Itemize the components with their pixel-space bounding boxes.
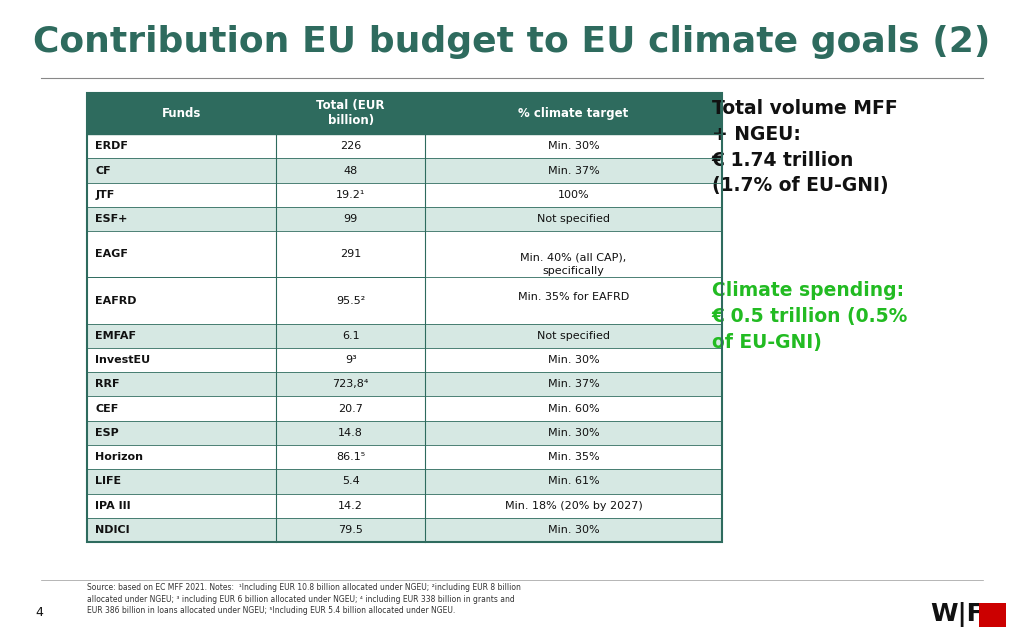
Text: Climate spending:
€ 0.5 trillion (0.5%
of EU-GNI): Climate spending: € 0.5 trillion (0.5% o… bbox=[712, 281, 908, 351]
Bar bbox=[87, 93, 722, 542]
Text: 723,8⁴: 723,8⁴ bbox=[333, 380, 369, 389]
Text: Not specified: Not specified bbox=[537, 214, 610, 224]
Bar bbox=[87, 493, 722, 518]
Text: 6.1: 6.1 bbox=[342, 331, 359, 341]
Text: 20.7: 20.7 bbox=[338, 404, 364, 413]
Text: Funds: Funds bbox=[162, 107, 202, 120]
Text: Min. 30%: Min. 30% bbox=[548, 525, 599, 535]
Text: Min. 30%: Min. 30% bbox=[548, 355, 599, 365]
Text: ERDF: ERDF bbox=[95, 141, 128, 151]
Text: EAGF: EAGF bbox=[95, 249, 128, 259]
Text: 291: 291 bbox=[340, 249, 361, 259]
Bar bbox=[87, 231, 722, 277]
Text: Horizon: Horizon bbox=[95, 452, 143, 462]
Text: NDICI: NDICI bbox=[95, 525, 130, 535]
Text: InvestEU: InvestEU bbox=[95, 355, 151, 365]
Text: 100%: 100% bbox=[558, 190, 589, 200]
Text: Min. 37%: Min. 37% bbox=[548, 166, 599, 176]
Text: Min. 37%: Min. 37% bbox=[548, 380, 599, 389]
Text: Min. 40% (all CAP),
specifically

Min. 35% for EAFRD: Min. 40% (all CAP), specifically Min. 35… bbox=[518, 252, 629, 302]
Bar bbox=[87, 372, 722, 396]
Text: 14.2: 14.2 bbox=[338, 501, 364, 511]
Text: CF: CF bbox=[95, 166, 111, 176]
Bar bbox=[87, 183, 722, 207]
Text: Min. 61%: Min. 61% bbox=[548, 477, 599, 486]
Text: Contribution EU budget to EU climate goals (2): Contribution EU budget to EU climate goa… bbox=[34, 24, 990, 59]
Bar bbox=[87, 348, 722, 372]
Text: ESP: ESP bbox=[95, 428, 119, 438]
Text: % climate target: % climate target bbox=[518, 107, 629, 120]
Text: JTF: JTF bbox=[95, 190, 115, 200]
Text: RRF: RRF bbox=[95, 380, 120, 389]
Bar bbox=[87, 323, 722, 348]
Text: Total (EUR
billion): Total (EUR billion) bbox=[316, 100, 385, 127]
Text: Total volume MFF
+ NGEU:
€ 1.74 trillion
(1.7% of EU-GNI): Total volume MFF + NGEU: € 1.74 trillion… bbox=[712, 99, 897, 196]
Bar bbox=[87, 445, 722, 469]
Bar bbox=[979, 603, 1006, 627]
Text: Min. 30%: Min. 30% bbox=[548, 141, 599, 151]
Text: LIFE: LIFE bbox=[95, 477, 122, 486]
Text: 19.2¹: 19.2¹ bbox=[336, 190, 366, 200]
Bar bbox=[87, 93, 722, 134]
Text: 14.8: 14.8 bbox=[338, 428, 364, 438]
Text: 99: 99 bbox=[344, 214, 357, 224]
Text: CEF: CEF bbox=[95, 404, 119, 413]
Text: IPA III: IPA III bbox=[95, 501, 131, 511]
Text: Min. 60%: Min. 60% bbox=[548, 404, 599, 413]
Text: 86.1⁵: 86.1⁵ bbox=[336, 452, 366, 462]
Bar bbox=[87, 207, 722, 231]
Bar bbox=[87, 134, 722, 158]
Bar bbox=[87, 469, 722, 493]
Text: 5.4: 5.4 bbox=[342, 477, 359, 486]
Bar bbox=[87, 518, 722, 542]
Text: 9³: 9³ bbox=[345, 355, 356, 365]
Text: EAFRD: EAFRD bbox=[95, 295, 137, 305]
Text: 79.5: 79.5 bbox=[338, 525, 364, 535]
Text: 226: 226 bbox=[340, 141, 361, 151]
Text: Min. 35%: Min. 35% bbox=[548, 452, 599, 462]
Text: Min. 30%: Min. 30% bbox=[548, 428, 599, 438]
Bar bbox=[87, 277, 722, 323]
Text: 95.5²: 95.5² bbox=[336, 295, 366, 305]
Text: 48: 48 bbox=[344, 166, 357, 176]
Text: W|FO: W|FO bbox=[930, 602, 1005, 627]
Bar bbox=[87, 396, 722, 420]
Text: EMFAF: EMFAF bbox=[95, 331, 136, 341]
Text: Not specified: Not specified bbox=[537, 331, 610, 341]
Text: ESF+: ESF+ bbox=[95, 214, 128, 224]
Text: Min. 18% (20% by 2027): Min. 18% (20% by 2027) bbox=[505, 501, 642, 511]
Text: Source: based on EC MFF 2021. Notes:  ¹Including EUR 10.8 billion allocated unde: Source: based on EC MFF 2021. Notes: ¹In… bbox=[87, 583, 521, 615]
Bar bbox=[87, 158, 722, 183]
Text: 4: 4 bbox=[35, 606, 43, 619]
Bar bbox=[87, 420, 722, 445]
